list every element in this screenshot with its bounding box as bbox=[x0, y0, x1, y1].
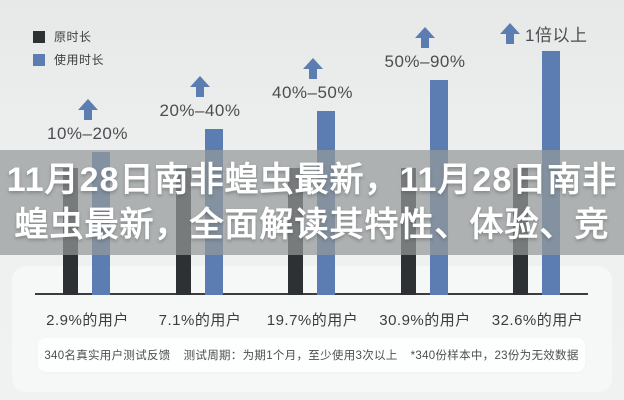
up-arrow-icon-2-head bbox=[190, 76, 210, 87]
footer-invalid-note: *340份样本中，23份为无效数据 bbox=[410, 350, 579, 362]
up-arrow-icon-3 bbox=[302, 58, 323, 79]
improvement-range-label-4: 50%–90% bbox=[384, 52, 466, 71]
chart-legend: 原时长 使用时长 bbox=[33, 28, 104, 74]
user-share-label-1: 2.9%的用户 bbox=[46, 312, 129, 329]
legend-swatch-original-icon bbox=[33, 30, 45, 43]
user-share-label-2: 7.1%的用户 bbox=[158, 312, 242, 329]
improvement-range-label-2: 20%–40% bbox=[159, 101, 241, 120]
up-arrow-icon-4-head bbox=[415, 27, 435, 38]
legend-label-usage: 使用时长 bbox=[54, 53, 105, 67]
x-axis-line bbox=[35, 293, 588, 295]
page-title-line-2: 蝗虫最新，全面解读其特性、体验、竞 bbox=[14, 205, 610, 244]
up-arrow-icon-2-stem bbox=[196, 87, 204, 97]
up-arrow-icon-1-stem bbox=[83, 110, 92, 120]
up-arrow-icon-5-head bbox=[500, 23, 520, 34]
title-overlay-band: 11月28日南非蝗虫最新，11月28日南非 蝗虫最新，全面解读其特性、体验、竞 bbox=[0, 150, 624, 255]
annotation-group-5: 1倍以上 bbox=[500, 21, 587, 46]
up-arrow-icon-1-head bbox=[77, 99, 98, 110]
improvement-range-label-5: 1倍以上 bbox=[525, 26, 588, 45]
up-arrow-icon-1 bbox=[77, 99, 98, 120]
up-arrow-icon-3-stem bbox=[308, 69, 317, 79]
footer-note: 340名真实用户测试反馈 测试周期：为期1个月，至少使用3次以上 *340份样本… bbox=[38, 338, 585, 372]
legend-label-original: 原时长 bbox=[54, 30, 92, 44]
footer-sample-size: 340名真实用户测试反馈 bbox=[44, 350, 171, 362]
up-arrow-icon-2 bbox=[190, 76, 210, 97]
user-share-label-3: 19.7%的用户 bbox=[266, 312, 359, 329]
up-arrow-icon-5-stem bbox=[506, 34, 514, 44]
up-arrow-icon-5 bbox=[500, 23, 520, 44]
improvement-range-label-1: 10%–20% bbox=[46, 124, 129, 143]
up-arrow-icon-4-stem bbox=[421, 38, 429, 48]
footer-test-period: 测试周期：为期1个月，至少使用3次以上 bbox=[183, 350, 398, 362]
page-title-line-1: 11月28日南非蝗虫最新，11月28日南非 bbox=[6, 160, 618, 199]
user-share-label-5: 32.6%的用户 bbox=[491, 312, 584, 329]
legend-item-original: 原时长 bbox=[33, 28, 104, 45]
up-arrow-icon-3-head bbox=[302, 58, 323, 69]
improvement-range-label-3: 40%–50% bbox=[271, 83, 354, 102]
legend-item-usage: 使用时长 bbox=[33, 51, 104, 68]
user-share-label-4: 30.9%的用户 bbox=[379, 312, 471, 329]
legend-swatch-usage-icon bbox=[33, 53, 45, 66]
up-arrow-icon-4 bbox=[415, 27, 435, 48]
